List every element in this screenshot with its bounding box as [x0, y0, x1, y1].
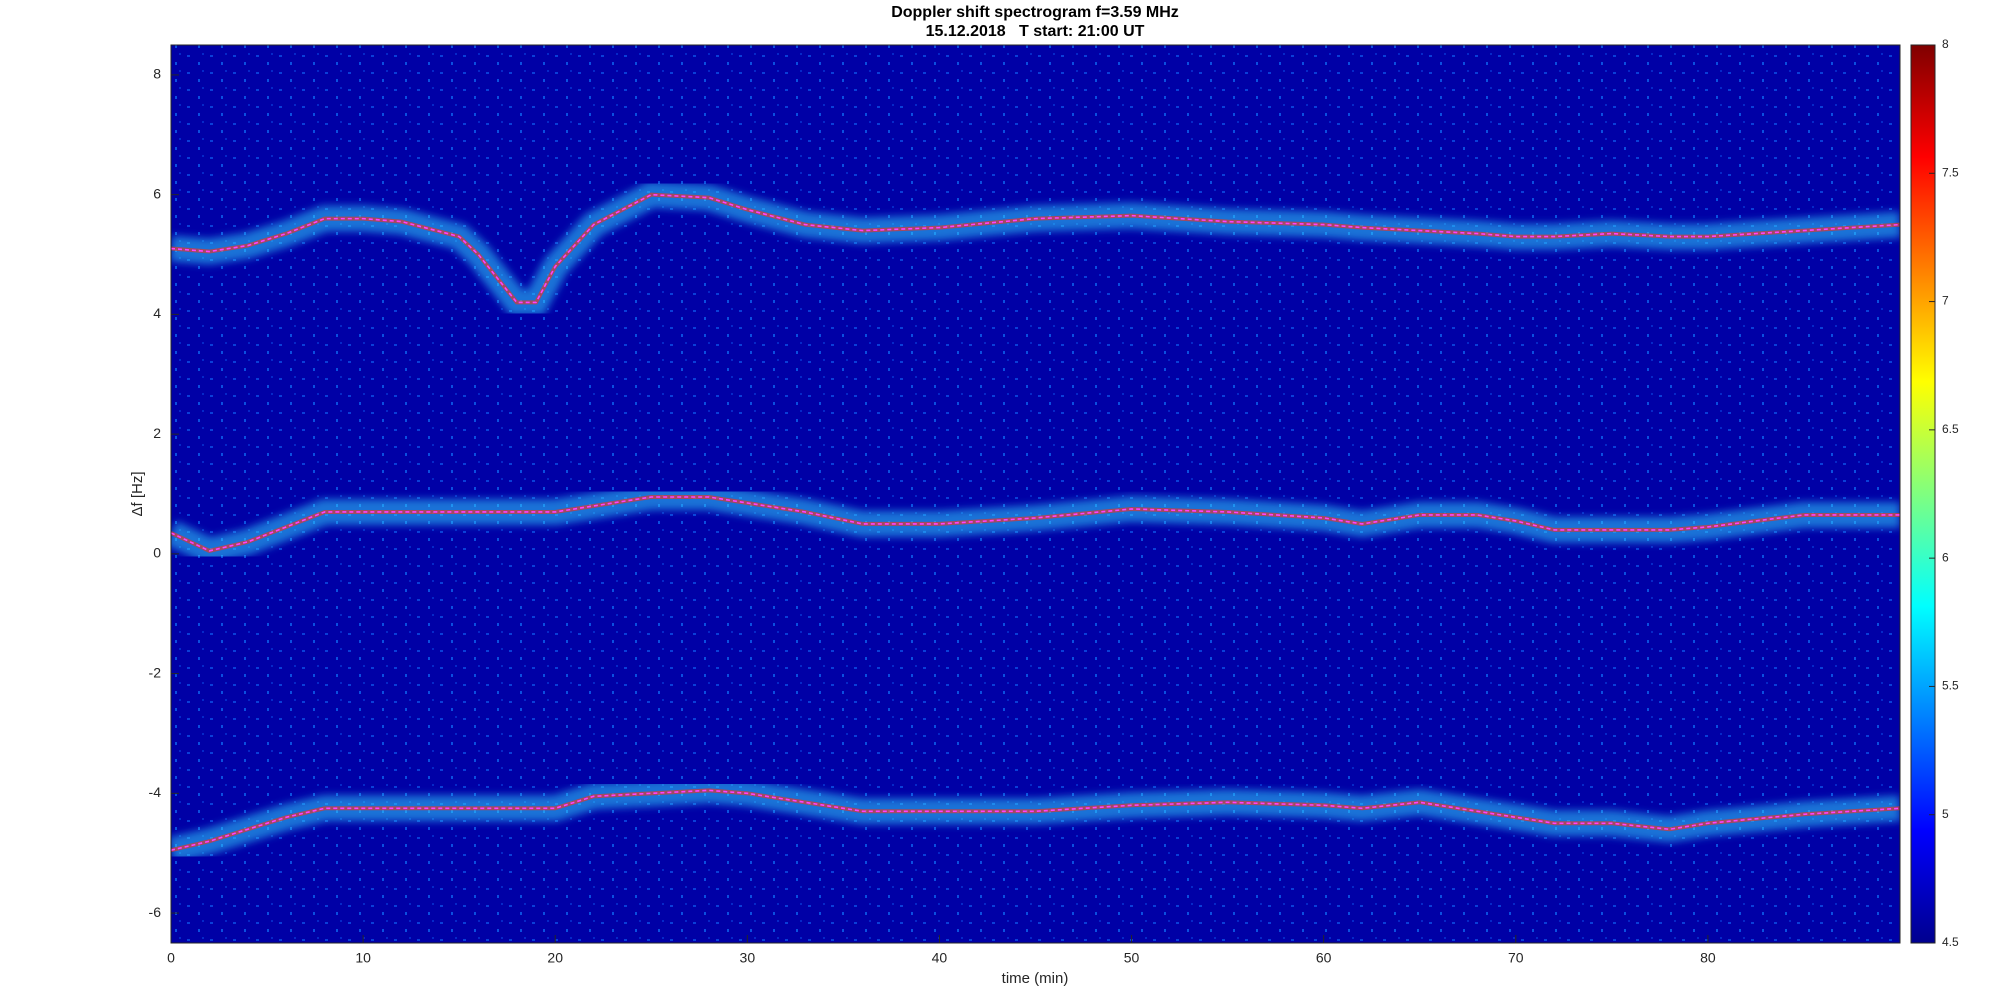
colorbar-tick-label: 6.5 [1942, 422, 1959, 436]
chart-title: Doppler shift spectrogram f=3.59 MHz [891, 4, 1179, 21]
x-tick-label: 60 [1316, 950, 1332, 966]
colorbar-tick-label: 8 [1942, 37, 1949, 51]
y-tick-label: 8 [153, 66, 161, 82]
x-tick-label: 0 [167, 950, 175, 966]
y-tick-label: 6 [153, 185, 161, 201]
x-axis-label: time (min) [1002, 970, 1069, 987]
colorbar-tick-label: 5 [1942, 807, 1949, 821]
colorbar-tick-label: 5.5 [1942, 679, 1959, 693]
colorbar-tick-label: 7.5 [1942, 165, 1959, 179]
x-tick-label: 20 [547, 950, 563, 966]
trace-line [171, 193, 1900, 304]
y-tick-label: 2 [153, 425, 161, 441]
x-tick-label: 80 [1700, 950, 1716, 966]
y-axis-label: Δf [Hz] [129, 471, 146, 516]
trace-line [171, 496, 1900, 552]
x-tick-label: 10 [355, 950, 371, 966]
colorbar-tick-label: 7 [1942, 294, 1949, 308]
colorbar [1910, 44, 1936, 944]
y-tick-label: -2 [149, 664, 162, 680]
x-tick-label: 50 [1124, 950, 1140, 966]
y-tick-label: 4 [153, 305, 161, 321]
colorbar-tick-label: 6 [1942, 550, 1949, 564]
y-tick-label: 0 [153, 545, 161, 561]
plot-frame [170, 44, 1901, 944]
x-tick-label: 70 [1508, 950, 1524, 966]
x-tick-label: 40 [932, 950, 948, 966]
x-tick-label: 30 [740, 950, 756, 966]
trace-line [171, 789, 1900, 851]
y-tick-label: -4 [149, 784, 162, 800]
y-tick-label: -6 [149, 904, 162, 920]
colorbar-tick-label: 4.5 [1942, 935, 1959, 949]
traces [171, 181, 1900, 863]
chart-subtitle: 15.12.2018 T start: 21:00 UT [926, 23, 1145, 40]
plot-area [171, 45, 1900, 943]
